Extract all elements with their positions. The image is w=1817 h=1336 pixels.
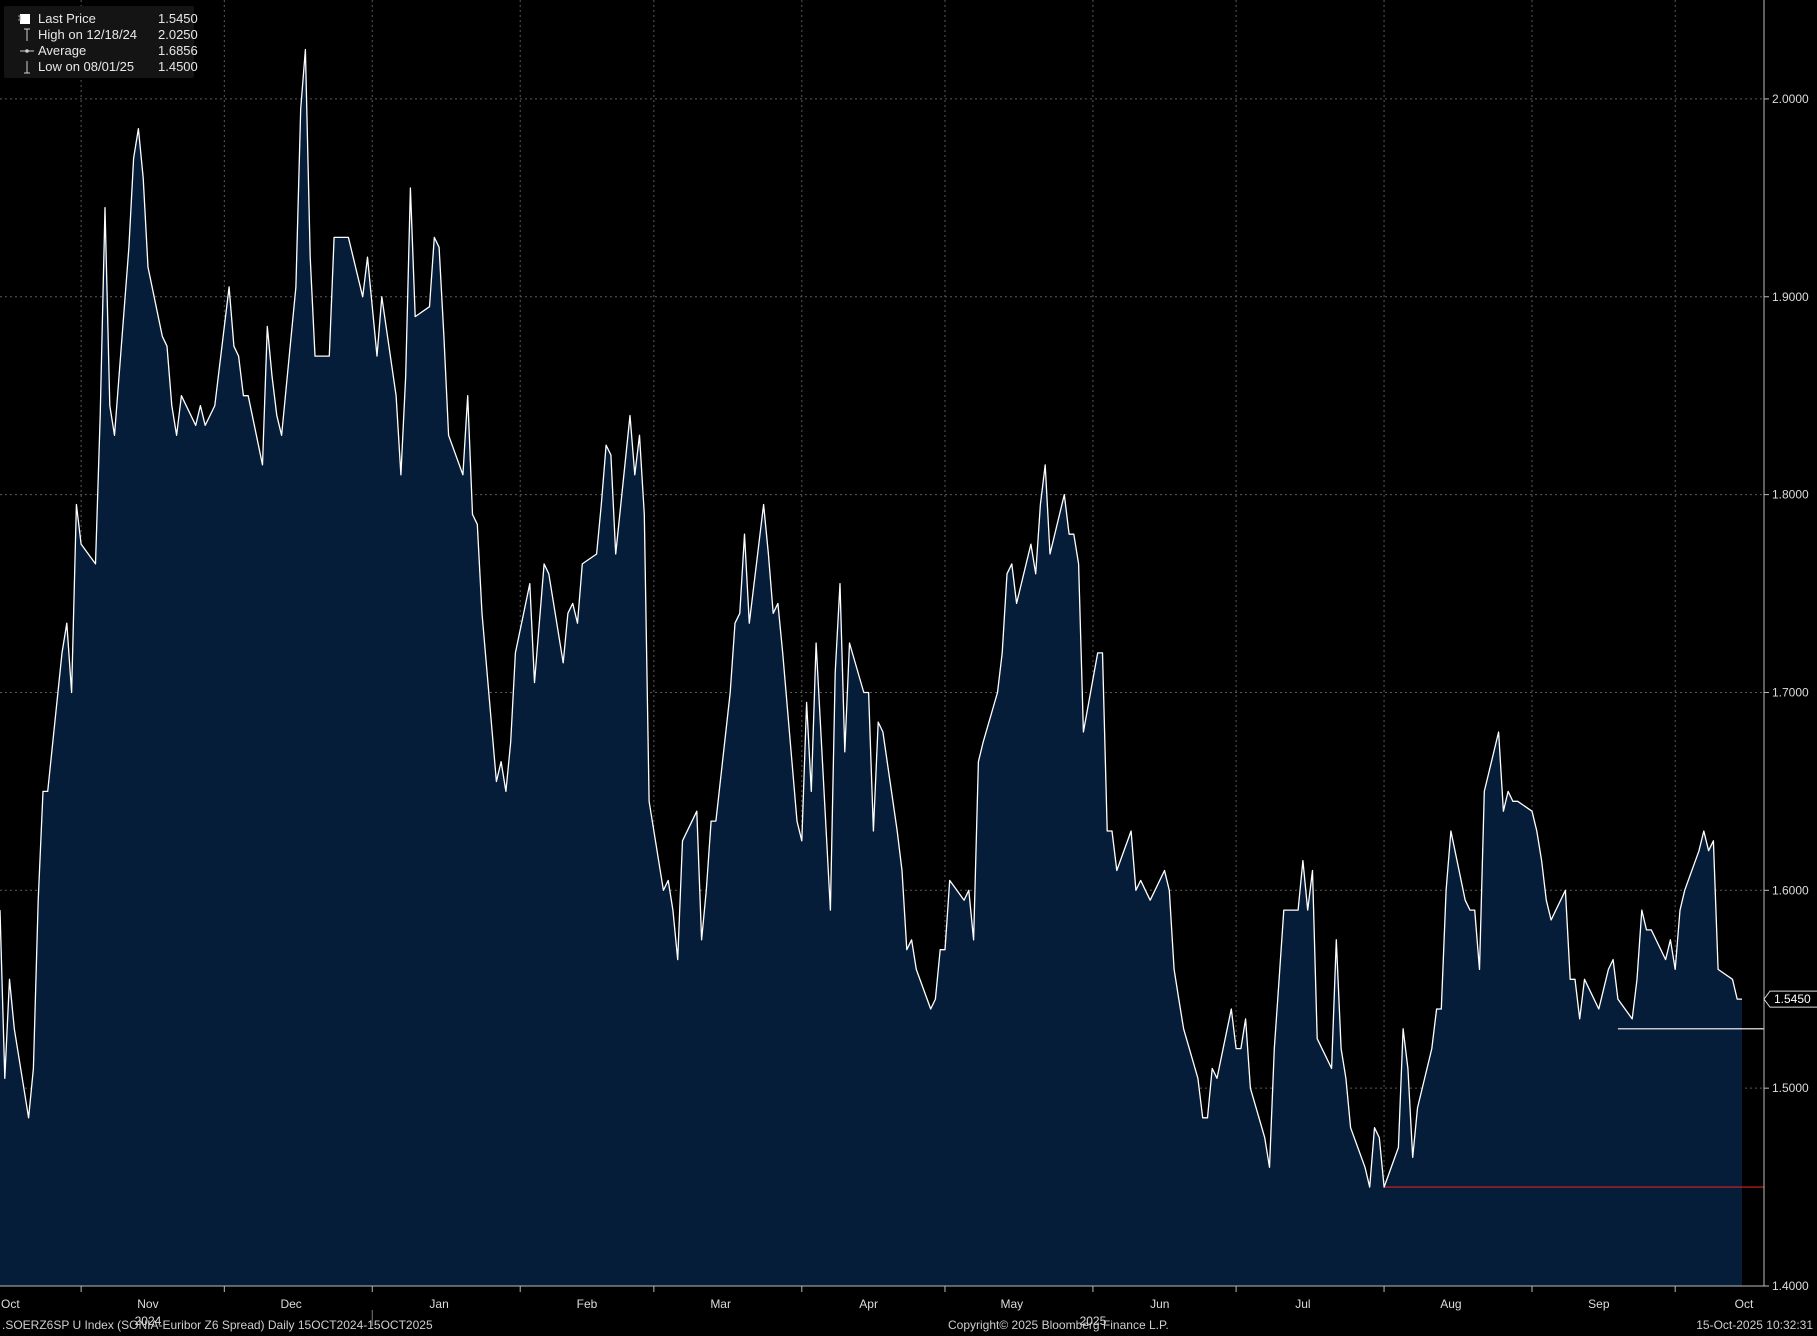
legend-label: Average xyxy=(38,43,87,58)
y-tick-label: 1.9000 xyxy=(1772,290,1809,304)
y-tick-label: 1.7000 xyxy=(1772,685,1809,699)
legend-label: Last Price xyxy=(38,11,96,26)
x-tick-label: Jan xyxy=(429,1297,448,1311)
footer-copyright: Copyright© 2025 Bloomberg Finance L.P. xyxy=(948,1318,1169,1332)
last-price-tag-box xyxy=(1763,990,1817,1008)
x-tick-label: Aug xyxy=(1440,1297,1461,1311)
x-tick-label: Oct xyxy=(1735,1297,1754,1311)
x-tick-label: Jul xyxy=(1295,1297,1310,1311)
series-group xyxy=(0,48,1764,1286)
legend-value: 2.0250 xyxy=(158,27,198,42)
x-tick-label: Mar xyxy=(710,1297,731,1311)
average-marker-icon xyxy=(20,49,34,53)
legend-label: High on 12/18/24 xyxy=(38,27,138,42)
x-tick-label: Feb xyxy=(577,1297,598,1311)
y-tick-label: 2.0000 xyxy=(1772,92,1809,106)
y-tick-label: 1.6000 xyxy=(1772,883,1809,897)
x-tick-label: May xyxy=(1000,1297,1023,1311)
legend-value: 1.4500 xyxy=(158,59,198,74)
high-marker-icon xyxy=(24,28,30,41)
legend-item-last-price: Last Price 1.5450 xyxy=(14,11,198,27)
legend-item-high: High on 12/18/24 2.0250 xyxy=(14,27,198,43)
y-tick-label: 1.5000 xyxy=(1772,1081,1809,1095)
legend-value: 1.5450 xyxy=(158,11,198,26)
legend-item-low: Low on 08/01/25 1.4500 xyxy=(14,59,198,75)
legend-item-average: Average 1.6856 xyxy=(14,43,198,59)
x-year-label: 2024 xyxy=(135,1314,162,1328)
low-marker-icon xyxy=(24,61,30,74)
x-tick-label: Jun xyxy=(1150,1297,1169,1311)
x-tick-label: Oct xyxy=(1,1297,20,1311)
footer-timestamp: 15-Oct-2025 10:32:31 xyxy=(1696,1318,1813,1332)
price-area xyxy=(0,49,1742,1286)
last-price-tag: 1.5450 xyxy=(1763,990,1817,1008)
x-tick-label: Apr xyxy=(859,1297,878,1311)
footer-title: .SOERZ6SP U Index (SONIA-Euribor Z6 Spre… xyxy=(2,1318,433,1332)
y-tick-label: 1.4000 xyxy=(1772,1279,1809,1293)
y-tick-label: 1.8000 xyxy=(1772,488,1809,502)
x-tick-label: Nov xyxy=(137,1297,158,1311)
last-price-tag-label: 1.5450 xyxy=(1774,992,1811,1006)
chart-legend: Last Price 1.5450 High on 12/18/24 2.025… xyxy=(4,6,198,78)
legend-label: Low on 08/01/25 xyxy=(38,59,135,74)
legend-value: 1.6856 xyxy=(158,43,198,58)
price-line xyxy=(0,48,1742,1188)
legend-square-icon xyxy=(18,14,30,24)
x-tick-label: Sep xyxy=(1588,1297,1610,1311)
x-year-label: 2025 xyxy=(1080,1314,1107,1328)
x-tick-label: Dec xyxy=(280,1297,301,1311)
